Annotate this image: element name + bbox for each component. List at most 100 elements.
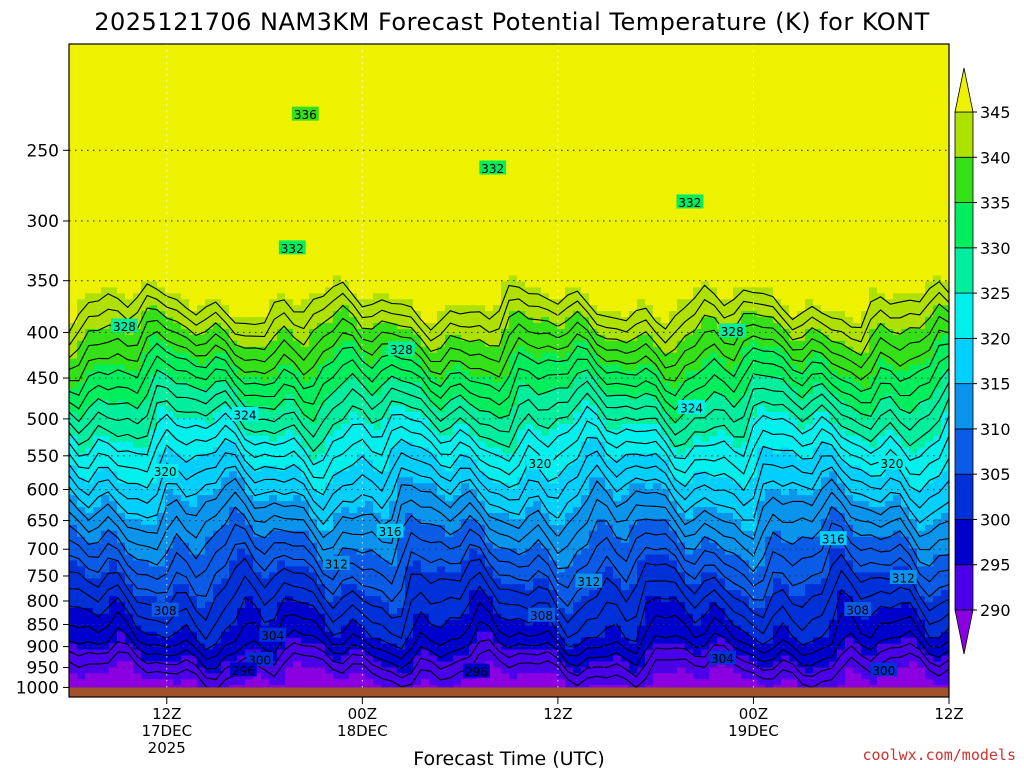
shade-cell bbox=[589, 483, 606, 490]
y-tick-label: 950 bbox=[27, 659, 59, 679]
shade-cell bbox=[741, 673, 846, 680]
shade-cell bbox=[325, 489, 398, 496]
shade-cell bbox=[693, 328, 726, 336]
shade-cell bbox=[69, 352, 78, 360]
shade-cell bbox=[181, 679, 198, 686]
shade-cell bbox=[141, 649, 246, 657]
shade-cell bbox=[525, 512, 550, 520]
shade-cell bbox=[133, 584, 174, 591]
shade-cell bbox=[877, 323, 886, 330]
shade-cell bbox=[589, 489, 614, 496]
colorbar-swatch bbox=[954, 292, 974, 339]
shade-cell bbox=[941, 382, 949, 389]
shade-cell bbox=[229, 560, 254, 567]
shade-cell bbox=[725, 613, 838, 621]
shade-cell bbox=[405, 518, 422, 526]
shade-cell bbox=[845, 643, 862, 651]
shade-cell bbox=[677, 566, 750, 573]
shade-cell bbox=[797, 536, 910, 544]
shade-cell bbox=[77, 352, 142, 360]
shade-cell bbox=[733, 364, 798, 372]
shade-cell bbox=[301, 661, 382, 668]
shade-cell bbox=[133, 328, 190, 336]
shade-cell bbox=[293, 495, 302, 502]
shade-cell bbox=[165, 370, 238, 378]
shade-cell bbox=[909, 364, 949, 372]
shade-cell bbox=[125, 293, 134, 300]
shade-cell bbox=[861, 649, 878, 657]
shade-cell bbox=[917, 613, 949, 621]
shade-cell bbox=[893, 495, 902, 502]
colorbar-swatch bbox=[954, 337, 974, 385]
shade-cell bbox=[853, 406, 878, 413]
shade-cell bbox=[365, 673, 478, 680]
shade-cell bbox=[333, 471, 486, 478]
shade-cell bbox=[557, 655, 614, 662]
shade-cell bbox=[861, 465, 886, 473]
shade-cell bbox=[269, 299, 294, 306]
shade-cell bbox=[445, 566, 462, 573]
shade-cell bbox=[709, 281, 926, 288]
shade-cell bbox=[621, 578, 638, 585]
shade-cell bbox=[525, 548, 550, 556]
shade-cell bbox=[213, 489, 246, 496]
shade-cell bbox=[349, 305, 414, 312]
contour-label-bg bbox=[479, 160, 507, 175]
shade-cell bbox=[293, 429, 334, 437]
shade-cell bbox=[829, 661, 910, 668]
shade-cell bbox=[277, 655, 334, 662]
shade-cell bbox=[757, 447, 774, 455]
shade-cell bbox=[277, 370, 302, 378]
shade-cell bbox=[309, 477, 334, 484]
shade-cell bbox=[237, 554, 254, 562]
shade-cell bbox=[389, 406, 406, 413]
shade-cell bbox=[717, 602, 750, 609]
shade-cell bbox=[109, 435, 150, 443]
shade-cell bbox=[77, 673, 86, 680]
shade-cell bbox=[69, 186, 949, 194]
colorbar-swatch bbox=[954, 519, 974, 566]
contour-label: 308 bbox=[846, 604, 869, 618]
shade-cell bbox=[637, 364, 654, 372]
shade-cell bbox=[933, 518, 949, 526]
shade-cell bbox=[789, 655, 838, 662]
shade-cell bbox=[437, 483, 462, 490]
shade-cell bbox=[853, 317, 862, 324]
colorbar-swatch bbox=[954, 564, 974, 611]
shade-cell bbox=[565, 465, 670, 473]
shade-cell bbox=[229, 471, 238, 478]
shade-cell bbox=[205, 328, 230, 336]
shade-cell bbox=[333, 311, 350, 318]
shade-cell bbox=[525, 423, 534, 431]
shade-cell bbox=[669, 311, 742, 318]
shade-cell bbox=[845, 400, 878, 407]
shade-cell bbox=[181, 323, 214, 330]
shade-cell bbox=[117, 560, 150, 567]
contour-label: 312 bbox=[577, 575, 600, 589]
shade-cell bbox=[941, 376, 949, 383]
shade-cell bbox=[405, 524, 446, 532]
shade-cell bbox=[69, 138, 949, 146]
y-tick-label: 250 bbox=[27, 141, 59, 161]
shade-cell bbox=[229, 566, 254, 573]
shade-cell bbox=[637, 667, 678, 674]
shade-cell bbox=[509, 311, 526, 318]
shade-cell bbox=[157, 334, 230, 342]
shade-cell bbox=[181, 495, 198, 502]
shade-cell bbox=[581, 501, 678, 508]
shade-cell bbox=[885, 501, 902, 508]
contour-label: 316 bbox=[822, 533, 845, 547]
shade-cell bbox=[325, 649, 350, 657]
contour-label: 324 bbox=[234, 408, 257, 422]
shade-cell bbox=[941, 631, 949, 639]
shade-cell bbox=[229, 518, 246, 526]
shade-cell bbox=[117, 536, 174, 544]
shade-cell bbox=[893, 394, 934, 401]
shade-cell bbox=[261, 376, 270, 383]
shade-cell bbox=[277, 364, 294, 372]
shade-cell bbox=[389, 465, 446, 473]
shade-cell bbox=[389, 602, 406, 609]
shade-cell bbox=[77, 465, 102, 473]
shade-cell bbox=[581, 667, 630, 674]
shade-cell bbox=[629, 536, 678, 544]
